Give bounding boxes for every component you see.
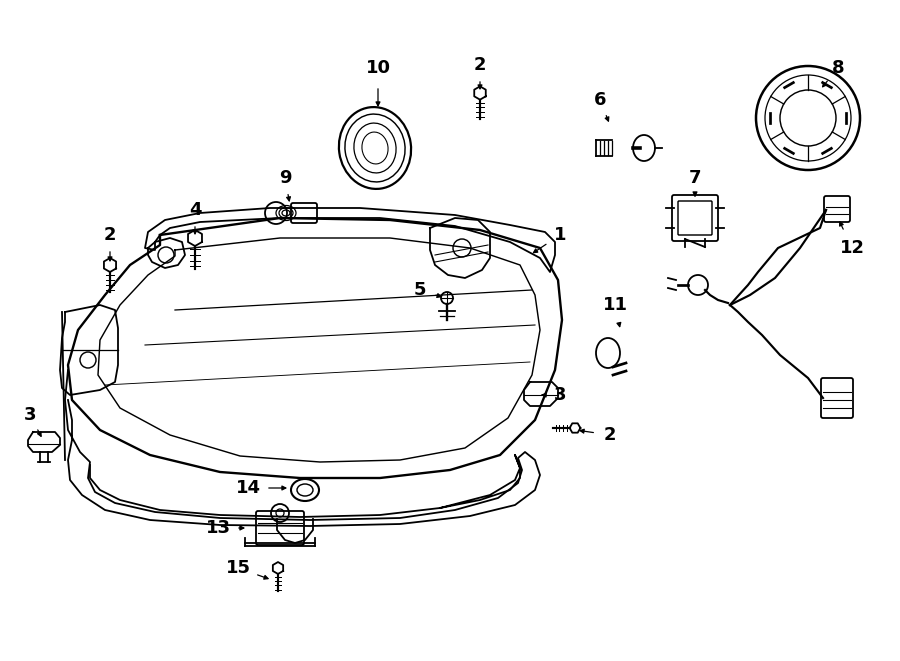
- Text: 3: 3: [23, 406, 36, 424]
- Text: 3: 3: [554, 386, 566, 404]
- Text: 14: 14: [236, 479, 260, 497]
- Text: 10: 10: [365, 59, 391, 77]
- Text: 11: 11: [602, 296, 627, 314]
- Text: 9: 9: [279, 169, 292, 187]
- Text: 8: 8: [832, 59, 844, 77]
- Text: 7: 7: [688, 169, 701, 187]
- Text: 4: 4: [189, 201, 202, 219]
- Text: 2: 2: [473, 56, 486, 74]
- Text: 12: 12: [840, 239, 865, 257]
- Text: 5: 5: [414, 281, 427, 299]
- Text: 15: 15: [226, 559, 250, 577]
- Text: 2: 2: [104, 226, 116, 244]
- Text: 13: 13: [205, 519, 230, 537]
- Text: 2: 2: [604, 426, 617, 444]
- Text: 6: 6: [594, 91, 607, 109]
- Text: 1: 1: [554, 226, 566, 244]
